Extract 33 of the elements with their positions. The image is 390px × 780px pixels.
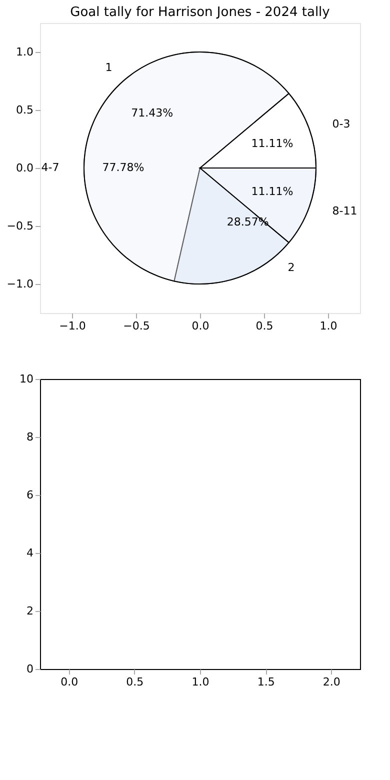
x-tick-label: 0.5 xyxy=(256,320,274,332)
slice-label: 4-7 xyxy=(41,161,60,174)
x-tick-label: 1.0 xyxy=(320,320,338,332)
x-tick-label: 0.0 xyxy=(192,320,210,332)
y-tick-label: 10 xyxy=(20,372,34,386)
y-tick-label: 6 xyxy=(26,488,34,502)
pie-slice xyxy=(200,168,316,244)
data-label: 11.11% xyxy=(251,184,294,198)
y-tick-label: 0.0 xyxy=(16,162,34,174)
x-tick-label: −1.0 xyxy=(59,320,86,332)
x-tick-label: −0.5 xyxy=(123,320,150,332)
x-tick-label: 2.0 xyxy=(322,676,340,688)
x-tick-label: 0.5 xyxy=(126,676,144,688)
chart-title: Goal tally for Harrison Jones - 2024 tally xyxy=(70,5,330,20)
data-label: 11.11% xyxy=(251,137,294,150)
y-tick-label: 4 xyxy=(26,546,34,560)
slice-label: 0-3 xyxy=(332,117,350,130)
y-tick-label: −0.5 xyxy=(6,220,34,232)
y-tick-label: 0.5 xyxy=(16,104,34,116)
x-tick-label: 1.0 xyxy=(192,676,210,688)
y-tick-label: 8 xyxy=(26,430,34,444)
y-tick-label: 2 xyxy=(26,604,34,618)
y-tick-label: 0 xyxy=(26,662,34,676)
data-label: 77.78% xyxy=(102,161,144,174)
data-label: 71.43% xyxy=(131,106,174,120)
y-tick-label: 1.0 xyxy=(16,46,34,58)
pie-slice xyxy=(200,92,316,168)
x-tick-label: 1.5 xyxy=(257,676,275,688)
y-tick-label: −1.0 xyxy=(6,278,34,290)
slice-label: 8-11 xyxy=(332,204,358,218)
x-tick-label: 0.0 xyxy=(60,676,78,688)
slice-label: 1 xyxy=(105,61,112,74)
slice-label: 2 xyxy=(288,260,295,274)
